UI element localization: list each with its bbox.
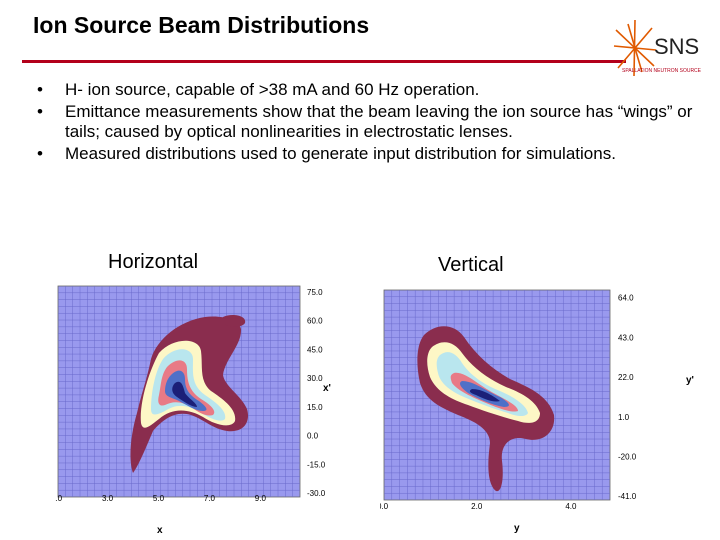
bullet-dot: • bbox=[37, 144, 43, 163]
x-tick-label: 5.0 bbox=[153, 494, 165, 503]
bullet-text: Emittance measurements show that the bea… bbox=[65, 102, 693, 141]
y-tick-label: 1.0 bbox=[618, 413, 630, 422]
y-tick-label: 60.0 bbox=[307, 317, 323, 326]
y-tick-label: 64.0 bbox=[618, 294, 634, 303]
logo-text: SNS bbox=[654, 34, 699, 59]
x-tick-label: 2.0 bbox=[471, 502, 483, 511]
y-tick-label: 15.0 bbox=[307, 403, 323, 412]
contour-blue bbox=[165, 370, 207, 411]
x-tick-labels: 0.0 2.0 4.0 bbox=[380, 502, 577, 511]
y-tick-labels: 75.0 60.0 45.0 30.0 15.0 0.0 -15.0 -30.0 bbox=[307, 288, 326, 498]
horizontal-caption: Horizontal bbox=[108, 251, 199, 273]
bullet-text: Measured distributions used to generate … bbox=[65, 144, 616, 163]
x-axis-label: y bbox=[514, 523, 520, 534]
y-axis-label: x' bbox=[323, 383, 331, 394]
contour-navy bbox=[469, 389, 500, 402]
slide-title: Ion Source Beam Distributions bbox=[33, 12, 370, 38]
y-tick-label: 43.0 bbox=[618, 333, 634, 342]
sns-logo: SNS SPALLATION NEUTRON SOURCE bbox=[608, 16, 714, 80]
logo-subtext: SPALLATION NEUTRON SOURCE bbox=[622, 68, 702, 74]
horizontal-plot: 75.0 60.0 45.0 30.0 15.0 0.0 -15.0 -30.0 1.0 3.0… bbox=[55, 283, 345, 540]
y-tick-label: -41.0 bbox=[618, 492, 637, 501]
vertical-plot: 64.0 43.0 22.0 1.0 -20.0 -41.0 0.0 2.0 4.0 y' y bbox=[380, 283, 710, 540]
x-tick-label: 9.0 bbox=[255, 494, 267, 503]
bullet-item: • H- ion source, capable of >38 mA and 6… bbox=[37, 80, 702, 100]
x-tick-label: 4.0 bbox=[565, 502, 577, 511]
vertical-caption: Vertical bbox=[438, 254, 504, 276]
x-tick-label: 1.0 bbox=[55, 494, 63, 503]
x-tick-label: 3.0 bbox=[102, 494, 114, 503]
contour-navy bbox=[172, 381, 197, 407]
bullet-item: • Emittance measurements show that the b… bbox=[37, 102, 702, 142]
bullet-dot: • bbox=[37, 102, 43, 121]
y-axis-label: y' bbox=[686, 375, 694, 386]
bullet-text: H- ion source, capable of >38 mA and 60 … bbox=[65, 80, 480, 99]
x-tick-label: 0.0 bbox=[380, 502, 389, 511]
y-tick-label: 0.0 bbox=[307, 432, 319, 441]
x-tick-label: 7.0 bbox=[204, 494, 216, 503]
y-tick-labels: 64.0 43.0 22.0 1.0 -20.0 -41.0 bbox=[618, 294, 637, 502]
x-tick-labels: 1.0 3.0 5.0 7.0 9.0 bbox=[55, 494, 266, 503]
y-tick-label: 45.0 bbox=[307, 345, 323, 354]
y-tick-label: -15.0 bbox=[307, 460, 326, 469]
y-tick-label: 75.0 bbox=[307, 288, 323, 297]
bullet-list: • H- ion source, capable of >38 mA and 6… bbox=[37, 80, 702, 166]
y-tick-label: -20.0 bbox=[618, 452, 637, 461]
x-axis-label: x bbox=[157, 525, 163, 536]
y-tick-label: -30.0 bbox=[307, 489, 326, 498]
contour-group bbox=[130, 315, 249, 473]
y-tick-label: 30.0 bbox=[307, 374, 323, 383]
contour-group bbox=[417, 326, 555, 492]
bullet-dot: • bbox=[37, 80, 43, 99]
contour-outer-spot bbox=[223, 315, 246, 327]
y-tick-label: 22.0 bbox=[618, 373, 634, 382]
bullet-item: • Measured distributions used to generat… bbox=[37, 144, 702, 164]
title-rule bbox=[22, 60, 626, 63]
